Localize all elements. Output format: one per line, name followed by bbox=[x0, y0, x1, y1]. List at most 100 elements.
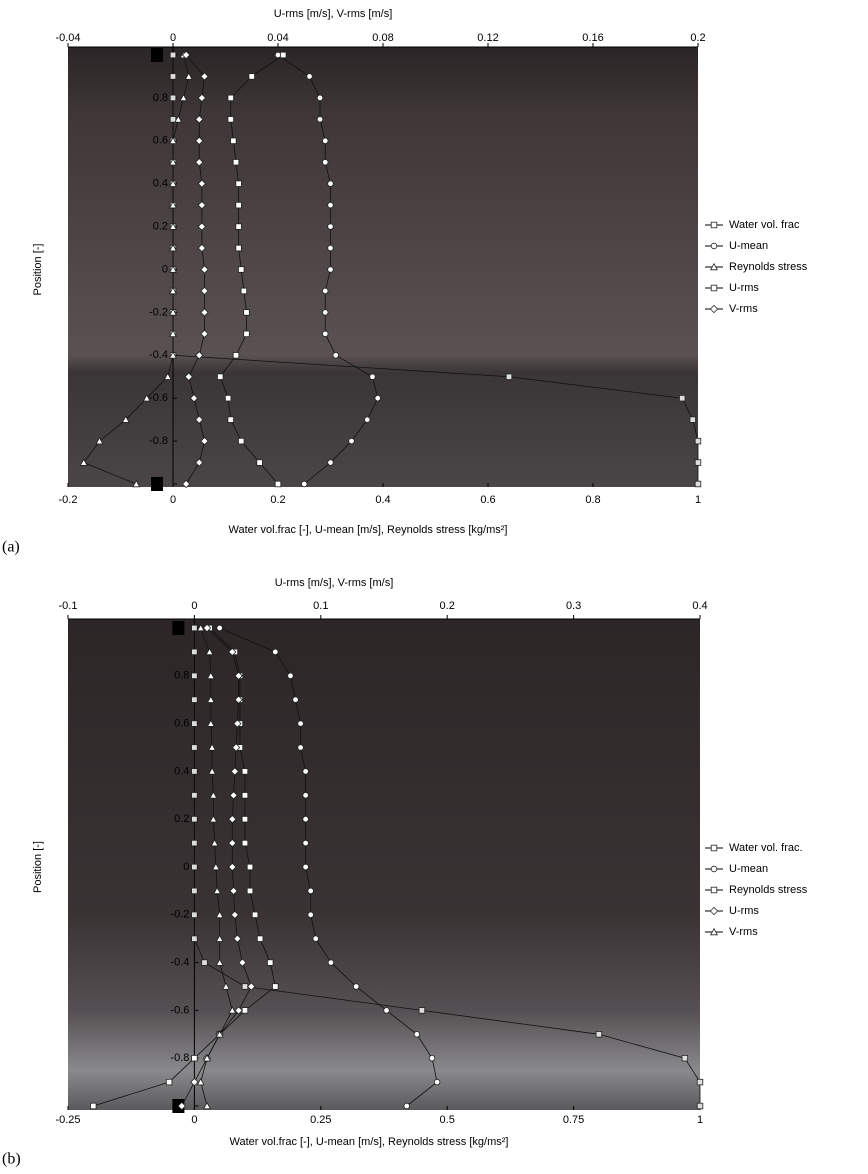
panel-label: (b) bbox=[2, 1151, 21, 1168]
data-point bbox=[227, 94, 234, 102]
data-point bbox=[327, 959, 335, 966]
data-point bbox=[679, 394, 686, 402]
data-point bbox=[228, 1006, 237, 1014]
legend-label: V-rms bbox=[729, 926, 758, 938]
data-point bbox=[235, 201, 242, 209]
data-point bbox=[327, 223, 334, 230]
data-point bbox=[165, 1078, 173, 1086]
data-point bbox=[302, 768, 309, 775]
y-tick-label: 0.2 bbox=[174, 813, 189, 825]
data-point bbox=[191, 816, 198, 823]
data-point bbox=[233, 934, 242, 943]
data-point bbox=[327, 266, 334, 273]
y-tick-label: -0.2 bbox=[170, 909, 189, 921]
data-point bbox=[209, 815, 218, 823]
data-point bbox=[413, 1031, 421, 1038]
x2-tick-label: 0.1 bbox=[313, 600, 328, 612]
data-point bbox=[327, 459, 334, 466]
data-point bbox=[689, 416, 696, 423]
data-point bbox=[297, 720, 304, 727]
data-point bbox=[694, 459, 702, 466]
data-point bbox=[267, 959, 274, 966]
data-point bbox=[191, 744, 198, 751]
legend-marker bbox=[710, 865, 718, 873]
y-tick-label: -0.6 bbox=[170, 1004, 189, 1016]
data-point bbox=[191, 839, 198, 847]
data-point bbox=[246, 863, 254, 871]
photo-background bbox=[68, 619, 700, 1110]
data-point bbox=[230, 137, 237, 144]
data-point bbox=[200, 308, 209, 317]
y-tick-label: 1 bbox=[177, 622, 183, 634]
x-tick-label: -0.2 bbox=[59, 494, 78, 506]
x-tick-label: 0.6 bbox=[480, 494, 495, 506]
y-axis-title: Position [-] bbox=[32, 244, 44, 296]
data-point bbox=[248, 73, 255, 80]
legend-label: Water vol. frac. bbox=[729, 842, 803, 854]
data-point bbox=[196, 623, 205, 632]
x2-tick-label: 0.16 bbox=[582, 32, 603, 44]
data-point bbox=[190, 1077, 199, 1087]
y-tick-label: -0.4 bbox=[170, 957, 189, 969]
data-point bbox=[307, 887, 314, 895]
data-point bbox=[215, 934, 224, 942]
data-point bbox=[197, 200, 207, 210]
data-point bbox=[203, 1101, 212, 1110]
data-point bbox=[200, 265, 209, 274]
data-point bbox=[169, 73, 177, 80]
data-point bbox=[229, 791, 238, 800]
data-point bbox=[595, 1031, 603, 1038]
data-point bbox=[292, 696, 299, 703]
legend-marker bbox=[709, 906, 719, 916]
data-point bbox=[352, 983, 360, 990]
data-point bbox=[200, 436, 209, 446]
data-point bbox=[213, 886, 222, 895]
y-tick-label: -0.2 bbox=[149, 306, 168, 318]
data-point bbox=[369, 373, 376, 380]
y-axis-title: Position [-] bbox=[32, 841, 44, 893]
data-point bbox=[197, 243, 207, 253]
y-tick-label: 0.4 bbox=[153, 178, 168, 190]
data-point bbox=[191, 792, 198, 799]
data-point bbox=[197, 179, 207, 188]
data-point bbox=[191, 720, 198, 727]
data-point bbox=[208, 743, 217, 751]
legend-label: U-mean bbox=[729, 240, 768, 252]
data-point bbox=[79, 458, 88, 466]
data-point bbox=[272, 983, 279, 990]
x-axis-title: Water vol.frac [-], U-mean [m/s], Reynol… bbox=[230, 1136, 509, 1148]
y-tick-label: 1 bbox=[156, 49, 162, 61]
y-tick-label-box bbox=[151, 48, 163, 62]
data-point bbox=[227, 116, 234, 123]
data-point bbox=[191, 672, 198, 679]
y-tick-label: -0.8 bbox=[170, 1052, 189, 1064]
data-point bbox=[210, 838, 219, 847]
data-point bbox=[322, 287, 329, 295]
x2-tick-label: 0 bbox=[191, 600, 197, 612]
data-point bbox=[322, 159, 329, 166]
data-point bbox=[224, 394, 232, 402]
data-point bbox=[195, 115, 204, 124]
legend-marker bbox=[710, 886, 718, 894]
data-point bbox=[217, 373, 224, 380]
data-point bbox=[403, 1102, 410, 1110]
legend-marker bbox=[710, 844, 718, 852]
data-point bbox=[191, 648, 198, 656]
data-point bbox=[206, 695, 215, 703]
data-point bbox=[235, 180, 242, 187]
data-point bbox=[202, 623, 212, 633]
data-point bbox=[215, 910, 224, 918]
data-point bbox=[280, 51, 287, 59]
data-point bbox=[191, 887, 198, 895]
data-point bbox=[302, 792, 309, 799]
y-tick-label: 0.8 bbox=[153, 92, 168, 104]
data-point bbox=[374, 395, 381, 402]
x-tick-label: 0.25 bbox=[310, 1114, 331, 1126]
data-point bbox=[287, 672, 294, 679]
data-point bbox=[241, 816, 249, 823]
y-tick-label: -0.8 bbox=[149, 435, 168, 447]
data-point bbox=[169, 51, 177, 59]
data-point bbox=[195, 136, 204, 145]
data-point bbox=[228, 647, 237, 657]
x2-tick-label: 0.08 bbox=[372, 32, 393, 44]
